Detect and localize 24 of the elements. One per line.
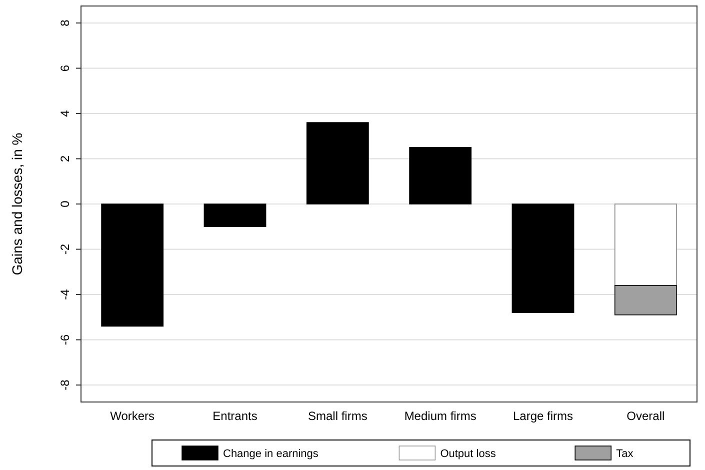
y-tick-label: 4	[58, 110, 72, 117]
legend-label: Output loss	[440, 448, 496, 460]
bar	[512, 204, 574, 314]
bar	[204, 204, 266, 228]
bar	[306, 122, 369, 204]
y-tick-label: 2	[58, 155, 72, 162]
legend-label: Tax	[616, 448, 634, 460]
y-tick-label: -8	[58, 379, 72, 390]
bar	[409, 147, 472, 204]
y-tick-label: -4	[58, 288, 72, 300]
y-tick-label: 8	[58, 19, 72, 26]
x-tick-label: Overall	[626, 409, 665, 423]
legend-label: Change in earnings	[223, 448, 319, 460]
y-tick-label: -6	[58, 334, 72, 346]
bar	[101, 204, 164, 327]
x-tick-label: Medium firms	[404, 409, 476, 423]
x-tick-label: Workers	[110, 409, 155, 423]
x-tick-label: Small firms	[308, 409, 368, 423]
y-axis-title: Gains and losses, in %	[9, 132, 25, 276]
y-tick-label: 6	[58, 64, 72, 72]
x-tick-label: Large firms	[512, 409, 574, 423]
x-tick-label: Entrants	[212, 409, 258, 423]
y-tick-label: 0	[58, 200, 72, 208]
y-tick-label: -2	[58, 244, 72, 255]
